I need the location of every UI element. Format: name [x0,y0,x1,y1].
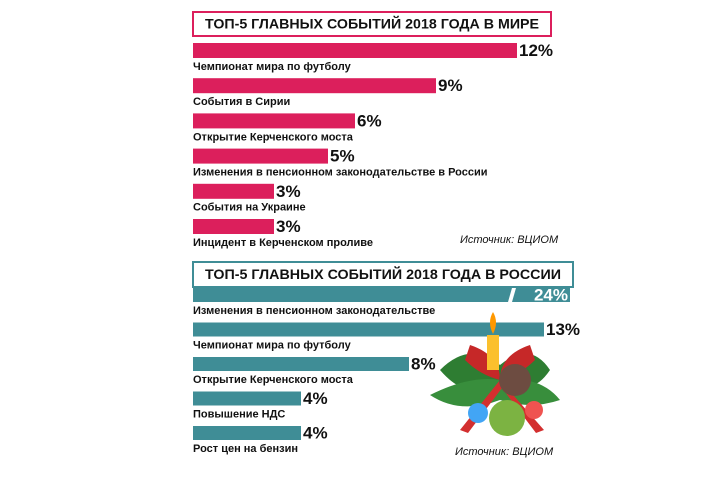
value-label: 4% [303,423,328,442]
value-label: 8% [411,354,436,373]
value-label: 5% [330,147,355,166]
bar [193,288,570,302]
category-label: Инцидент в Керченском проливе [193,237,373,249]
bar [193,322,544,337]
bar [193,113,355,129]
category-label: Изменения в пенсионном законодательстве [193,305,435,317]
category-label: Открытие Керченского моста [193,131,354,143]
category-label: Чемпионат мира по футболу [193,61,352,73]
bar [193,219,274,234]
category-label: События на Украине [193,202,306,214]
value-label: 24% [534,285,568,304]
title-box [192,11,552,37]
value-label: 9% [438,76,463,95]
value-label: 3% [276,217,301,236]
value-label: 3% [276,182,301,201]
category-label: Изменения в пенсионном законодательстве … [193,167,487,179]
title-box [192,261,574,288]
source-note: Источник: ВЦИОМ [455,446,554,458]
bar [193,426,301,440]
value-label: 12% [519,41,553,60]
bar-break [508,288,516,302]
bar [193,148,328,164]
category-label: События в Сирии [193,96,290,108]
value-label: 13% [546,320,580,339]
bar [193,391,301,406]
source-note: Источник: ВЦИОМ [460,234,559,246]
value-label: 4% [303,389,328,408]
bar [193,43,517,58]
category-label: Рост цен на бензин [193,443,298,455]
category-label: Повышение НДС [193,408,285,420]
value-label: 6% [357,111,382,130]
bar [193,357,409,371]
bar [193,183,274,199]
category-label: Чемпионат мира по футболу [193,339,352,351]
category-label: Открытие Керченского моста [193,374,354,386]
chart-title: ТОП-5 ГЛАВНЫХ СОБЫТИЙ 2018 ГОДА В МИРЕ [205,15,539,32]
decoration [430,312,560,436]
chart-title: ТОП-5 ГЛАВНЫХ СОБЫТИЙ 2018 ГОДА В РОССИИ [205,265,561,282]
bar [193,78,436,94]
